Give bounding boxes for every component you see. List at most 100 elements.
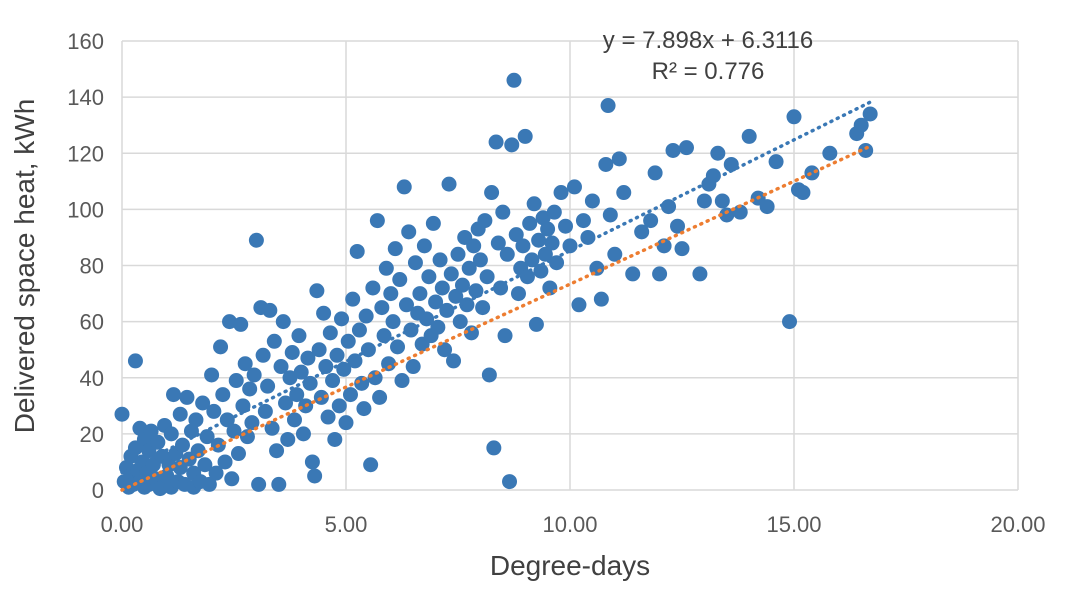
data-point (392, 272, 408, 288)
data-point (327, 431, 343, 447)
data-point (508, 227, 524, 243)
data-point (495, 204, 511, 220)
data-point (461, 260, 477, 276)
data-point (257, 403, 273, 419)
x-axis-ticks: 0.00 5.00 10.00 15.00 20.00 (101, 512, 1046, 537)
grid (121, 40, 1019, 491)
data-point (634, 224, 650, 240)
data-point (584, 193, 600, 209)
data-point (472, 252, 488, 268)
data-point (452, 314, 468, 330)
data-point (665, 142, 681, 158)
data-point (320, 409, 336, 425)
data-point (862, 106, 878, 122)
data-point (580, 229, 596, 245)
data-point (369, 213, 385, 229)
trendline (120, 100, 872, 475)
data-point (504, 137, 520, 153)
data-point (190, 443, 206, 459)
data-point (515, 238, 531, 254)
data-point (228, 373, 244, 389)
data-point (571, 297, 587, 313)
data-point (239, 429, 255, 445)
data-point (316, 305, 332, 321)
data-point (602, 207, 618, 223)
data-point (271, 476, 287, 492)
y-tick-label: 160 (67, 29, 104, 54)
data-point (159, 468, 175, 484)
data-point (719, 207, 735, 223)
data-point (519, 269, 535, 285)
data-point (201, 476, 217, 492)
data-point (732, 204, 748, 220)
data-point (566, 179, 582, 195)
data-point (544, 235, 560, 251)
data-point (502, 474, 518, 490)
data-point (546, 204, 562, 220)
y-tick-label: 80 (80, 254, 104, 279)
data-point (394, 373, 410, 389)
data-point (454, 277, 470, 293)
data-point (204, 367, 220, 383)
data-point (387, 241, 403, 257)
data-point (363, 457, 379, 473)
data-point (607, 246, 623, 262)
data-point (390, 339, 406, 355)
y-tick-label: 0 (92, 478, 104, 503)
data-point (179, 389, 195, 405)
data-point (302, 375, 318, 391)
data-point (558, 218, 574, 234)
data-point (273, 359, 289, 375)
data-point (291, 328, 307, 344)
data-point (497, 328, 513, 344)
data-point (537, 246, 553, 262)
data-point (522, 215, 538, 231)
data-point (208, 465, 224, 481)
data-point (282, 370, 298, 386)
data-point (226, 423, 242, 439)
data-point (741, 128, 757, 144)
data-point (499, 246, 515, 262)
data-point (304, 454, 320, 470)
data-point (795, 185, 811, 201)
y-tick-label: 40 (80, 366, 104, 391)
data-point (463, 325, 479, 341)
data-point (322, 325, 338, 341)
data-point (647, 165, 663, 181)
data-point (674, 241, 690, 257)
data-point (197, 457, 213, 473)
data-point (188, 412, 204, 428)
data-point (643, 213, 659, 229)
trendline (120, 144, 872, 492)
data-point (347, 353, 363, 369)
data-point (215, 387, 231, 403)
x-axis-title: Degree-days (490, 550, 650, 581)
data-point (434, 280, 450, 296)
x-tick-label: 15.00 (766, 512, 821, 537)
data-point (172, 406, 188, 422)
data-point (230, 446, 246, 462)
data-point (526, 196, 542, 212)
data-point (477, 213, 493, 229)
data-point (195, 395, 211, 411)
data-point (374, 300, 390, 316)
data-point (284, 344, 300, 360)
data-point (723, 156, 739, 172)
data-point (166, 387, 182, 403)
data-point (398, 297, 414, 313)
data-point (376, 328, 392, 344)
data-point (340, 333, 356, 349)
data-point (300, 350, 316, 366)
data-point (692, 266, 708, 282)
y-axis-title: Delivered space heat, kWh (9, 99, 40, 434)
x-tick-label: 5.00 (325, 512, 368, 537)
data-point (385, 314, 401, 330)
data-point (342, 387, 358, 403)
data-point (222, 314, 238, 330)
data-point (425, 215, 441, 231)
data-point (260, 378, 276, 394)
data-point (313, 389, 329, 405)
data-point (600, 98, 616, 114)
r-squared-label: R² = 0.776 (652, 58, 765, 85)
data-point (475, 300, 491, 316)
